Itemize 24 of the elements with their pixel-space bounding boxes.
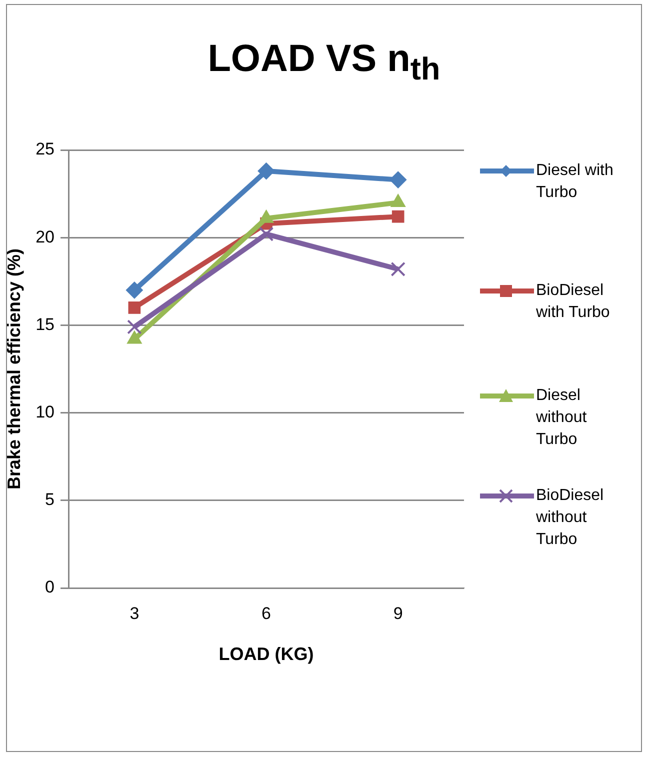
point — [127, 320, 142, 334]
y-axis-title: Brake thermal efficiency (%) — [4, 248, 24, 490]
legend-label: Diesel without Turbo — [536, 386, 588, 450]
y-tick-label: 5 — [45, 490, 55, 510]
y-tick-label: 15 — [36, 314, 55, 334]
legend-label: Diesel with Turbo — [536, 161, 614, 203]
point — [258, 226, 274, 242]
point — [258, 162, 275, 180]
point — [390, 171, 407, 188]
x-tick-label: 6 — [262, 604, 271, 623]
legend-label: BioDiesel with Turbo — [536, 281, 611, 323]
x-axis-title: LOAD (KG) — [218, 644, 314, 664]
y-tick-label: 10 — [36, 402, 55, 422]
point — [128, 302, 141, 314]
y-tick-label: 25 — [36, 140, 55, 159]
x-tick-label: 3 — [130, 604, 140, 623]
y-tick-label: 20 — [36, 227, 55, 246]
chart-title: LOAD VS n$_{th}$ — [206, 38, 442, 88]
y-tick-label: 0 — [45, 578, 55, 597]
legend-label: BioDiesel without Turbo — [536, 486, 605, 550]
point — [390, 262, 406, 276]
point — [126, 282, 143, 299]
x-tick-label: 9 — [393, 604, 403, 623]
point — [392, 210, 404, 223]
